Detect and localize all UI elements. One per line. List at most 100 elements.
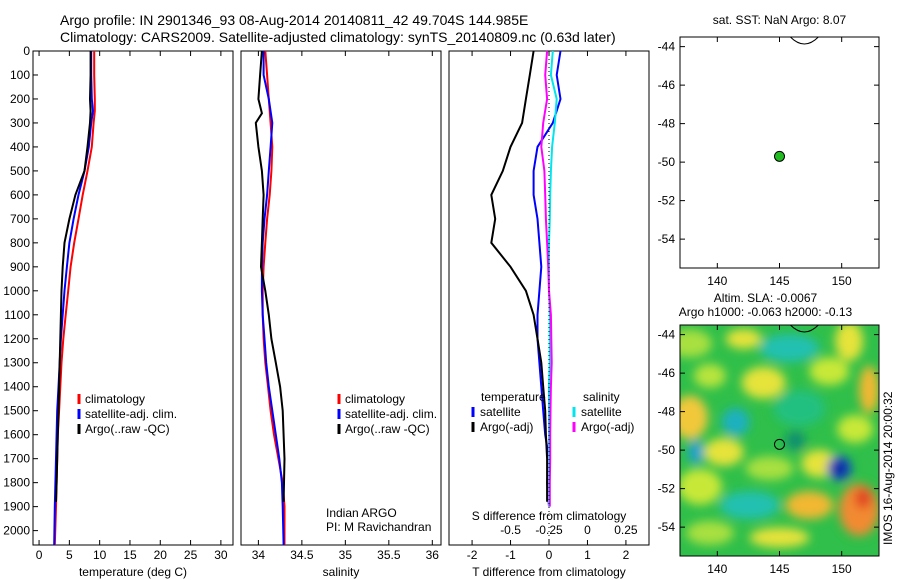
sla-blob (835, 325, 864, 362)
depth-tick-label: 1500 (3, 404, 30, 418)
sla_map-ytick-label: -44 (658, 328, 676, 342)
salinity-xtick-label: 35 (339, 548, 353, 562)
sla-blob (809, 357, 850, 386)
difference-s-tick-label: 0.25 (614, 523, 638, 537)
sla_map-ytick-label: -50 (658, 443, 676, 457)
sla-blob (785, 491, 834, 520)
depth-tick-label: 1100 (4, 308, 30, 322)
sla-blob (773, 390, 826, 427)
sla_map-ytick-label: -48 (658, 405, 676, 419)
depth-tick-label: 400 (10, 140, 30, 154)
difference-xlabel-top: S difference from climatology (472, 509, 627, 523)
sla-blob (703, 438, 744, 467)
depth-tick-label: 0 (23, 44, 30, 58)
salinity-annotation: PI: M Ravichandran (326, 520, 431, 534)
temperature-series-line (53, 51, 95, 546)
salinity-annotation: Indian ARGO (326, 506, 397, 520)
sla-heatmap (680, 325, 879, 556)
sst_map-xtick-label: 140 (707, 274, 727, 288)
sla-blob (855, 488, 872, 509)
sst_map-ytick-label: -54 (658, 232, 676, 246)
salinity-xtick-label: 36 (426, 548, 440, 562)
difference-xtick-label: 2 (623, 548, 630, 562)
temperature-xtick-label: 0 (36, 548, 43, 562)
sla-blob (680, 468, 722, 505)
depth-tick-label: 900 (10, 260, 30, 274)
difference-s-tick-label: 0 (584, 523, 591, 537)
sst_map-ytick-label: -52 (658, 194, 676, 208)
temperature-xtick-label: 25 (184, 548, 198, 562)
sla-map-title: Altim. SLA: -0.0067 (714, 291, 818, 305)
sla-blobs (680, 325, 879, 548)
temperature-xtick-label: 15 (123, 548, 137, 562)
salinity-series-line (260, 51, 285, 546)
depth-tick-label: 700 (10, 212, 30, 226)
depth-tick-label: 500 (10, 164, 30, 178)
depth-tick-label: 800 (10, 236, 30, 250)
sst-map-title: sat. SST: NaN Argo: 8.07 (713, 13, 847, 27)
depth-tick-label: 1900 (3, 500, 30, 514)
sla-blob (749, 527, 810, 548)
depth-tick-label: 200 (10, 92, 30, 106)
sla-blob (725, 328, 762, 349)
difference-series-line (540, 50, 553, 507)
sla_map-ytick-label: -54 (658, 520, 676, 534)
temperature-xtick-label: 30 (214, 548, 228, 562)
sla-blob (687, 440, 704, 465)
sla_map-ytick-label: -46 (658, 366, 676, 380)
difference-series-line (490, 50, 549, 502)
difference-xtick-label: -2 (467, 548, 478, 562)
header-line-1: Argo profile: IN 2901346_93 08-Aug-2014 … (60, 12, 529, 28)
sla_map-xtick-label: 145 (769, 562, 789, 576)
sla_map-coast (790, 324, 819, 333)
depth-tick-label: 100 (10, 68, 30, 82)
difference-legend-title: temperature (481, 390, 546, 404)
temperature-xtick-label: 10 (93, 548, 107, 562)
salinity-xtick-label: 35.5 (377, 548, 401, 562)
sla-blob (741, 366, 786, 399)
difference-xtick-label: -1 (505, 548, 516, 562)
sla-blob (685, 520, 734, 545)
salinity-xlabel: salinity (323, 565, 360, 579)
sla-blob (680, 395, 708, 440)
side-label: IMOS 16-Aug-2014 20:00:32 (881, 391, 895, 545)
difference-legend-label: satellite (480, 405, 521, 419)
sla-field (680, 325, 879, 556)
difference-xtick-label: 0 (546, 548, 553, 562)
depth-tick-label: 1200 (3, 332, 30, 346)
salinity-xtick-label: 34.5 (290, 548, 314, 562)
sla_map-ytick-label: -52 (658, 482, 676, 496)
depth-tick-label: 1600 (3, 428, 30, 442)
sla-blob (837, 414, 874, 443)
depth-tick-label: 1700 (3, 452, 30, 466)
difference-s-tick-label: -0.5 (500, 523, 521, 537)
sla-map-subtitle: Argo h1000: -0.063 h2000: -0.13 (679, 305, 853, 319)
sla-blob (721, 408, 750, 437)
salinity-legend-label: climatology (345, 392, 405, 406)
temperature-legend-label: satellite-adj. clim. (85, 407, 177, 421)
temperature-xtick-label: 5 (66, 548, 73, 562)
sst_map-xtick-label: 145 (769, 274, 789, 288)
difference-legend-label: satellite (581, 405, 622, 419)
sst_map-ytick-label: -46 (658, 78, 676, 92)
temperature-xlabel: temperature (deg C) (79, 565, 187, 579)
depth-tick-label: 1800 (3, 476, 30, 490)
depth-tick-label: 2000 (3, 524, 30, 538)
header-line-2: Climatology: CARS2009. Satellite-adjuste… (60, 29, 616, 45)
temperature-legend-label: climatology (85, 392, 145, 406)
sla_map-float-marker (774, 438, 785, 450)
depth-tick-label: 1400 (3, 380, 30, 394)
depth-tick-label: 1300 (3, 356, 30, 370)
salinity-series-line (254, 50, 286, 502)
sst_map-xtick-label: 150 (832, 274, 852, 288)
difference-s-tick-label: -0.25 (535, 523, 563, 537)
salinity-legend-label: satellite-adj. clim. (345, 407, 437, 421)
depth-tick-label: 300 (10, 116, 30, 130)
difference-xlabel: T difference from climatology (472, 565, 626, 579)
sla-blob (859, 365, 879, 414)
salinity-legend-label: Argo(..raw -QC) (345, 422, 430, 436)
temperature-frame (32, 50, 234, 546)
sla_map-xtick-label: 150 (832, 562, 852, 576)
difference-xtick-label: 1 (584, 548, 591, 562)
